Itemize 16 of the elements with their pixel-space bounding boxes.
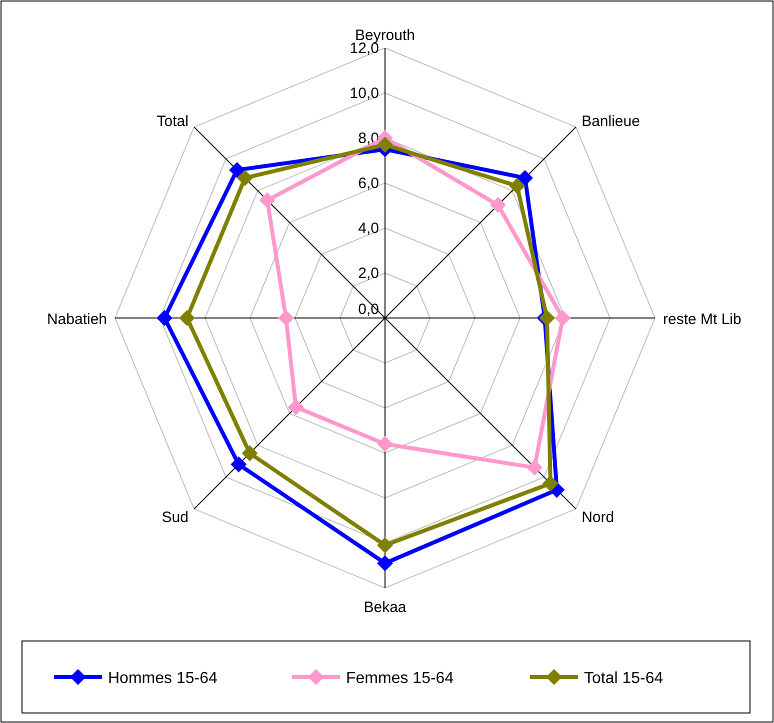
legend-label: Femmes 15-64 xyxy=(346,670,454,687)
spoke-label: Banlieue xyxy=(582,113,640,130)
spoke-label: Bekaa xyxy=(364,599,407,616)
spoke-label: Nord xyxy=(582,508,614,526)
spoke-label: Nabatieh xyxy=(46,311,107,328)
y-tick-label: 2,0 xyxy=(358,265,379,282)
y-tick-label: 6,0 xyxy=(358,175,379,192)
y-tick-label: 10,0 xyxy=(350,85,379,102)
spoke-label: Beyrouth xyxy=(354,27,416,44)
y-tick-label: 0,0 xyxy=(358,301,379,318)
legend-label: Hommes 15-64 xyxy=(108,670,218,687)
spoke-label: Sud xyxy=(162,508,188,526)
legend-label: Total 15-64 xyxy=(584,670,664,687)
spoke-label: reste Mt Lib xyxy=(663,311,742,328)
y-tick-label: 4,0 xyxy=(358,220,379,237)
spoke-label: Total xyxy=(156,113,188,130)
